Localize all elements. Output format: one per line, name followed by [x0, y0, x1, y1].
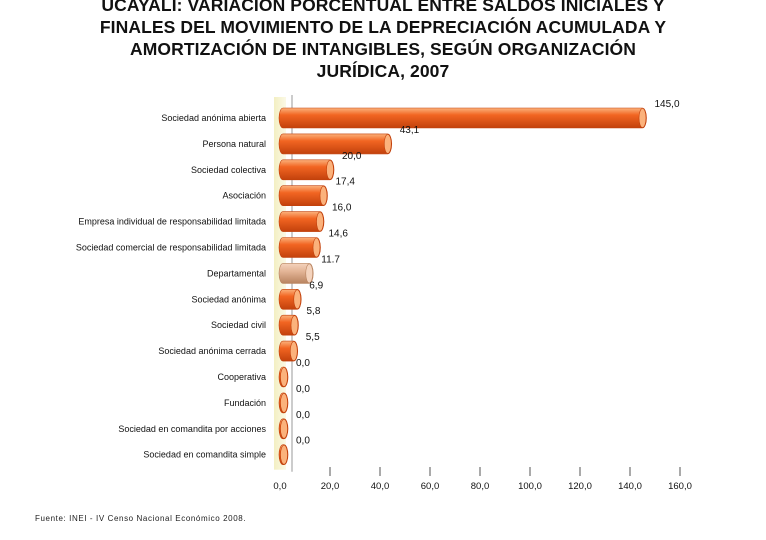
- source-note: Fuente: INEI - IV Censo Nacional Económi…: [35, 514, 247, 523]
- value-label: 11.7: [321, 254, 340, 265]
- bar: [278, 185, 328, 206]
- bar-end-cap: [312, 237, 321, 258]
- category-label: Sociedad anónima abierta: [161, 113, 266, 123]
- category-label: Sociedad colectiva: [191, 165, 266, 175]
- category-label: Fundación: [224, 398, 266, 408]
- bar-end-cap: [293, 289, 302, 310]
- chart-title: UCAYALI: VARIACIÓN PORCENTUAL ENTRE SALD…: [0, 0, 766, 82]
- value-label: 5,8: [307, 306, 321, 317]
- value-label: 0,0: [296, 436, 310, 447]
- category-label: Sociedad anónima cerrada: [158, 346, 266, 356]
- title-line-3: AMORTIZACIÓN DE INTANGIBLES, SEGÚN ORGAN…: [129, 39, 637, 59]
- x-tick-label: 80,0: [471, 481, 490, 492]
- bar-end-cap: [316, 211, 324, 232]
- category-label: Sociedad en comandita simple: [143, 450, 266, 460]
- x-tick-label: 120,0: [568, 481, 592, 492]
- bar-end-cap: [319, 185, 328, 206]
- bar-end-cap: [305, 263, 314, 284]
- value-label: 43,1: [400, 125, 420, 136]
- bar-end-cap: [289, 341, 298, 361]
- category-label: Sociedad civil: [211, 320, 266, 330]
- value-label: 17,4: [336, 177, 356, 188]
- bar-end-cap: [280, 367, 288, 387]
- value-label: 145,0: [655, 99, 680, 110]
- x-tick-label: 60,0: [421, 481, 440, 492]
- bar-end-cap: [280, 444, 288, 465]
- value-label: 16,0: [332, 203, 352, 214]
- bar-end-cap: [638, 108, 647, 128]
- title-line-1: UCAYALI: VARIACIÓN PORCENTUAL ENTRE SALD…: [101, 0, 665, 15]
- title-line-4: JURÍDICA, 2007: [316, 61, 450, 81]
- category-label: Departamental: [207, 268, 266, 278]
- category-label: Sociedad anónima: [191, 294, 266, 304]
- bar-end-cap: [383, 134, 392, 154]
- bar-end-cap: [326, 160, 334, 180]
- category-label: Sociedad en comandita por acciones: [118, 424, 266, 434]
- value-label: 0,0: [296, 358, 310, 369]
- category-label: Sociedad comercial de responsabilidad li…: [76, 243, 266, 253]
- x-tick-label: 100,0: [518, 481, 542, 492]
- value-label: 14,6: [329, 229, 349, 240]
- value-label: 5,5: [306, 332, 320, 343]
- value-label: 0,0: [296, 410, 310, 421]
- bar-end-cap: [290, 315, 299, 336]
- value-label: 0,0: [296, 384, 310, 395]
- value-label: 20,0: [342, 151, 362, 162]
- bar: [278, 211, 325, 232]
- category-label: Asociación: [222, 191, 266, 201]
- bar: [278, 107, 647, 129]
- title-line-2: FINALES DEL MOVIMIENTO DE LA DEPRECIACIÓ…: [99, 17, 667, 37]
- category-label: Cooperativa: [217, 372, 266, 382]
- category-label: Empresa individual de responsabilidad li…: [78, 217, 266, 227]
- bar-end-cap: [280, 393, 288, 413]
- value-label: 6,9: [309, 280, 323, 291]
- x-tick-label: 20,0: [321, 481, 340, 492]
- bar-end-cap: [280, 418, 288, 439]
- x-tick-label: 140,0: [618, 481, 642, 492]
- x-tick-label: 0,0: [273, 481, 286, 492]
- bar: [278, 133, 393, 155]
- x-tick-label: 160,0: [668, 481, 692, 492]
- bar: [278, 263, 314, 284]
- bar: [278, 159, 335, 181]
- category-label: Persona natural: [202, 139, 266, 149]
- bar: [278, 237, 321, 258]
- x-tick-label: 40,0: [371, 481, 390, 492]
